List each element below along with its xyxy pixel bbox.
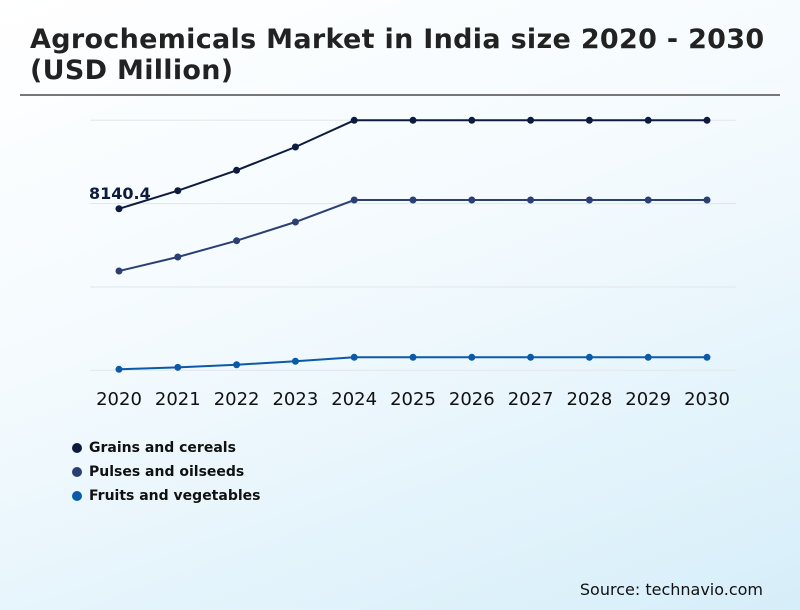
data-point — [291, 357, 299, 365]
x-tick-label: 2023 — [272, 389, 318, 410]
data-point — [468, 196, 476, 204]
x-tick-label: 2025 — [390, 389, 436, 410]
data-point — [174, 363, 182, 371]
source-text: Source: technavio.com — [579, 580, 763, 599]
x-tick-label: 2021 — [155, 389, 201, 410]
data-point — [468, 116, 476, 124]
legend-item: Grains and cereals — [72, 436, 260, 460]
data-point — [585, 116, 593, 124]
data-point — [644, 196, 652, 204]
data-point — [291, 143, 299, 151]
data-point — [115, 267, 123, 275]
data-point — [233, 361, 241, 369]
data-point — [350, 196, 358, 204]
legend-marker — [72, 443, 82, 453]
legend-marker — [72, 467, 82, 477]
data-point — [703, 116, 711, 124]
data-point — [233, 166, 241, 174]
x-tick-label: 2020 — [96, 389, 142, 410]
data-point — [115, 205, 123, 213]
chart-title: Agrochemicals Market in India size 2020 … — [30, 24, 765, 86]
data-point — [527, 353, 535, 361]
legend-marker — [72, 491, 82, 501]
data-point — [527, 196, 535, 204]
legend-label: Fruits and vegetables — [89, 488, 261, 504]
title-divider — [20, 94, 780, 96]
legend-item: Fruits and vegetables — [72, 484, 260, 508]
legend-label: Pulses and oilseeds — [89, 464, 245, 480]
x-tick-label: 2022 — [214, 389, 260, 410]
data-point — [585, 196, 593, 204]
data-point — [350, 116, 358, 124]
data-point — [585, 353, 593, 361]
x-tick-label: 2027 — [508, 389, 554, 410]
data-point — [115, 365, 123, 373]
data-label: 8140.4 — [89, 184, 151, 203]
data-point — [409, 196, 417, 204]
x-tick-label: 2029 — [625, 389, 671, 410]
data-point — [409, 116, 417, 124]
data-point — [174, 253, 182, 261]
x-tick-label: 2024 — [331, 389, 377, 410]
legend-item: Pulses and oilseeds — [72, 460, 260, 484]
data-point — [527, 116, 535, 124]
data-point — [644, 116, 652, 124]
series-line-1 — [118, 199, 707, 272]
data-point — [468, 353, 476, 361]
x-tick-label: 2028 — [566, 389, 612, 410]
series-line-0 — [118, 119, 707, 210]
data-point — [233, 237, 241, 245]
data-point — [174, 187, 182, 195]
data-point — [644, 353, 652, 361]
legend: Grains and cereals Pulses and oilseeds Fru… — [72, 436, 260, 508]
legend-label: Grains and cereals — [89, 440, 236, 456]
data-point — [409, 353, 417, 361]
data-point — [703, 196, 711, 204]
data-point — [291, 218, 299, 226]
x-tick-label: 2026 — [449, 389, 495, 410]
data-point — [350, 353, 358, 361]
x-tick-label: 2030 — [684, 389, 730, 410]
data-point — [703, 353, 711, 361]
